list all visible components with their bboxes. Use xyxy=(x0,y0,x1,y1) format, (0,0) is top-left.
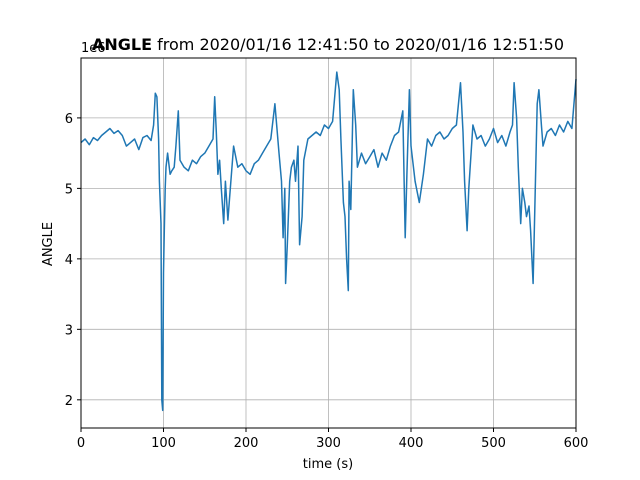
y-tick-label: 3 xyxy=(65,323,73,338)
x-tick-label: 200 xyxy=(234,436,259,451)
x-tick-label: 100 xyxy=(151,436,176,451)
x-tick-label: 500 xyxy=(481,436,506,451)
grid-lines xyxy=(80,58,577,428)
x-tick-label: 300 xyxy=(316,436,341,451)
y-tick-label: 2 xyxy=(65,394,73,409)
y-tick-label: 4 xyxy=(65,253,73,268)
series-line xyxy=(80,71,577,412)
title-rest: from 2020/01/16 12:41:50 to 2020/01/16 1… xyxy=(152,35,564,54)
y-offset-label: 1e6 xyxy=(81,41,106,56)
y-tick-label: 5 xyxy=(65,182,73,197)
y-axis-ticks: 2 3 4 5 6 xyxy=(65,112,81,409)
x-tick-label: 600 xyxy=(564,436,589,451)
x-tick-label: 400 xyxy=(399,436,424,451)
plot-area xyxy=(80,71,577,412)
y-axis-label: ANGLE xyxy=(41,222,56,266)
title-bold: ANGLE xyxy=(92,35,152,54)
y-tick-label: 6 xyxy=(65,112,73,127)
x-tick-label: 0 xyxy=(77,436,85,451)
x-axis-label: time (s) xyxy=(303,457,353,472)
chart-title: ANGLE from 2020/01/16 12:41:50 to 2020/0… xyxy=(92,35,564,54)
x-axis-ticks: 0 100 200 300 400 500 600 xyxy=(77,428,589,451)
